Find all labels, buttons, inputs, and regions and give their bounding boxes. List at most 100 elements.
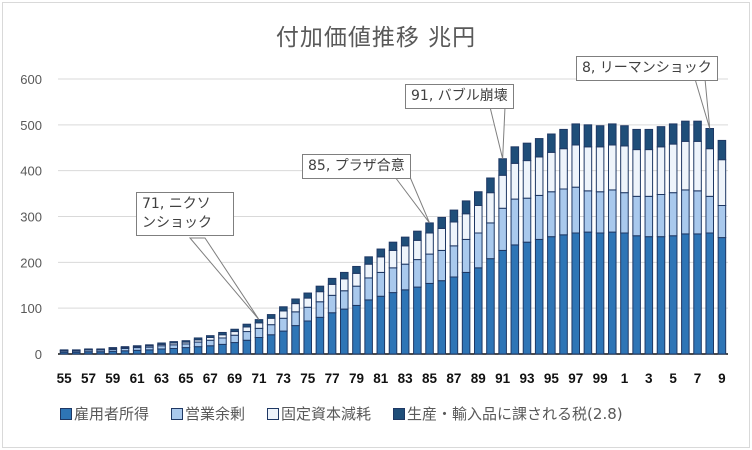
legend-item-taxes: 生産・輸入品に課される税(2.8) xyxy=(393,403,623,424)
bar-segment-4 xyxy=(693,120,702,142)
bar-segment-1 xyxy=(510,244,520,355)
bar-segment-2 xyxy=(181,343,191,349)
bar-segment-1 xyxy=(681,233,690,355)
bar-segment-4 xyxy=(291,298,300,305)
bar-segment-4 xyxy=(218,331,227,336)
legend-swatch xyxy=(393,407,406,420)
x-tick-label: 89 xyxy=(471,371,486,386)
bar-segment-1 xyxy=(169,348,179,355)
bar-segment-4 xyxy=(169,341,179,344)
x-tick-label: 63 xyxy=(154,371,170,386)
bar-segment-2 xyxy=(693,190,702,235)
bar-segment-4 xyxy=(607,123,617,146)
bar-segment-4 xyxy=(534,138,544,158)
y-tick-label: 300 xyxy=(20,210,42,225)
bar-segment-4 xyxy=(583,124,593,148)
x-tick-label: 7 xyxy=(694,371,702,386)
bar-segment-1 xyxy=(620,232,629,355)
y-tick-label: 400 xyxy=(20,164,42,179)
bar-segment-3 xyxy=(486,192,495,224)
bar-segment-2 xyxy=(400,263,410,291)
bar-segment-1 xyxy=(413,286,422,355)
bar-segment-2 xyxy=(169,344,179,350)
bar-segment-4 xyxy=(522,142,532,162)
bar-segment-1 xyxy=(230,342,239,355)
bar-segment-4 xyxy=(327,277,337,285)
x-tick-label: 59 xyxy=(105,371,120,386)
bar-segment-3 xyxy=(413,239,422,261)
bar-segment-4 xyxy=(157,342,166,345)
bar-segment-1 xyxy=(157,348,166,355)
bar-segment-2 xyxy=(559,188,568,236)
bar-segment-1 xyxy=(376,295,386,355)
bar-segment-4 xyxy=(559,128,568,150)
legend-swatch xyxy=(267,407,280,420)
bar-segment-4 xyxy=(571,123,581,146)
bar-segment-4 xyxy=(242,323,252,328)
bar-segment-4 xyxy=(266,314,276,319)
bar-segment-4 xyxy=(352,265,361,274)
bar-segment-2 xyxy=(486,222,495,260)
x-tick-label: 55 xyxy=(57,371,73,386)
bar-segment-3 xyxy=(437,227,447,251)
bar-segment-4 xyxy=(145,344,154,347)
bar-segment-1 xyxy=(352,304,361,355)
x-tick-label: 93 xyxy=(519,371,535,386)
bar-segment-2 xyxy=(205,339,215,347)
bar-segment-4 xyxy=(705,128,715,150)
bar-segment-1 xyxy=(449,276,459,355)
bar-segment-2 xyxy=(681,189,690,235)
legend-swatch xyxy=(171,407,184,420)
legend-swatch xyxy=(60,407,72,420)
bar-segment-2 xyxy=(425,253,434,284)
x-tick-label: 67 xyxy=(203,371,218,386)
x-tick-label: 1 xyxy=(621,371,629,386)
bar-segment-2 xyxy=(388,267,398,294)
bar-segment-3 xyxy=(364,263,373,279)
bar-segment-2 xyxy=(632,195,641,237)
bar-segment-1 xyxy=(437,280,447,355)
bar-segment-3 xyxy=(583,146,593,192)
bar-segment-4 xyxy=(473,191,483,206)
bar-segment-4 xyxy=(132,345,142,348)
bar-segment-2 xyxy=(547,191,556,238)
bar-segment-1 xyxy=(132,349,142,355)
bar-segment-1 xyxy=(717,237,727,355)
bar-segment-2 xyxy=(315,301,325,318)
x-tick-label: 73 xyxy=(276,371,292,386)
x-tick-label: 95 xyxy=(544,371,560,386)
y-tick-label: 100 xyxy=(20,301,42,316)
y-tick-label: 0 xyxy=(35,347,42,362)
bar-segment-2 xyxy=(449,245,459,278)
bar-segment-4 xyxy=(181,340,191,343)
bar-segment-3 xyxy=(449,221,459,247)
bar-segment-3 xyxy=(705,148,715,197)
bar-segment-1 xyxy=(595,232,605,355)
bar-segment-3 xyxy=(400,245,410,265)
bar-segment-4 xyxy=(437,216,447,229)
bar-segment-2 xyxy=(705,195,715,234)
x-tick-label: 69 xyxy=(227,371,242,386)
bar-segment-4 xyxy=(120,346,130,349)
bar-segment-1 xyxy=(656,236,666,355)
bar-segment-4 xyxy=(230,328,239,333)
callout-nixon-line1: 71, ニクソ xyxy=(142,196,211,212)
bar-segment-3 xyxy=(607,144,617,191)
bar-segment-1 xyxy=(486,258,495,355)
bar-segment-2 xyxy=(218,337,227,345)
bar-segment-1 xyxy=(607,231,617,355)
bar-segment-1 xyxy=(193,346,203,355)
bar-segment-3 xyxy=(376,256,386,273)
bar-segment-1 xyxy=(181,347,191,355)
bar-segment-2 xyxy=(644,195,654,238)
bar-segment-4 xyxy=(254,319,264,324)
bar-segment-3 xyxy=(656,146,666,195)
bar-segment-2 xyxy=(352,285,361,306)
bar-segment-3 xyxy=(425,232,434,255)
bar-segment-1 xyxy=(644,236,654,355)
x-tick-label: 9 xyxy=(718,371,726,386)
bar-segment-3 xyxy=(242,326,252,333)
bar-segment-2 xyxy=(437,249,447,282)
bar-segment-2 xyxy=(254,327,264,339)
legend-label: 営業余剰 xyxy=(185,405,246,423)
